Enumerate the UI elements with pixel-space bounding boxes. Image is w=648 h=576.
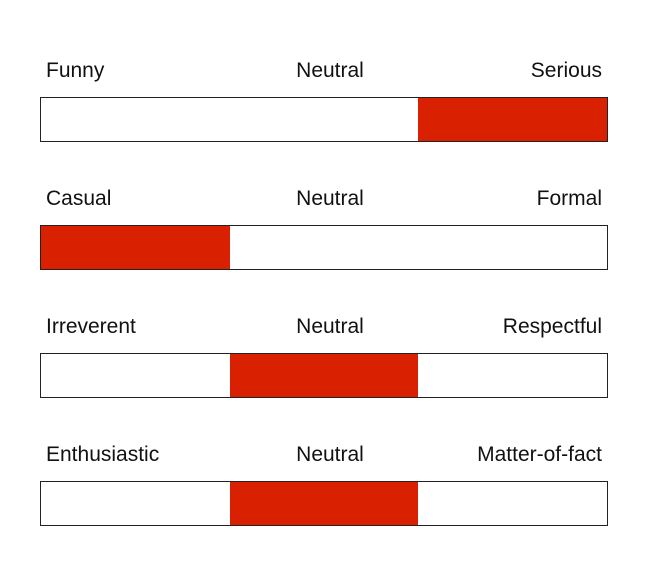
- tone-scale-funny-serious: Funny Neutral Serious: [40, 56, 608, 142]
- neutral-label: Neutral: [296, 315, 364, 338]
- right-label: Formal: [536, 187, 602, 210]
- scale-labels: Enthusiastic Neutral Matter-of-fact: [40, 440, 608, 470]
- neutral-label: Neutral: [296, 443, 364, 466]
- scale-labels: Funny Neutral Serious: [40, 56, 608, 86]
- right-label: Matter-of-fact: [477, 443, 602, 466]
- selected-segment: [229, 482, 419, 525]
- left-label: Irreverent: [46, 315, 136, 338]
- neutral-label: Neutral: [296, 187, 364, 210]
- left-label: Funny: [46, 59, 105, 82]
- selected-segment: [418, 98, 607, 141]
- scale-track: [40, 481, 608, 526]
- left-label: Casual: [46, 187, 112, 210]
- selected-segment: [229, 354, 419, 397]
- left-label: Enthusiastic: [46, 443, 160, 466]
- tone-scale-enthusiastic-matter-of-fact: Enthusiastic Neutral Matter-of-fact: [40, 440, 608, 526]
- neutral-label: Neutral: [296, 59, 364, 82]
- scale-track: [40, 353, 608, 398]
- scale-labels: Irreverent Neutral Respectful: [40, 312, 608, 342]
- right-label: Respectful: [502, 315, 602, 338]
- right-label: Serious: [530, 59, 602, 82]
- scale-labels: Casual Neutral Formal: [40, 184, 608, 214]
- selected-segment: [41, 226, 230, 269]
- scale-track: [40, 225, 608, 270]
- tone-scale-casual-formal: Casual Neutral Formal: [40, 184, 608, 270]
- scale-track: [40, 97, 608, 142]
- tone-scale-irreverent-respectful: Irreverent Neutral Respectful: [40, 312, 608, 398]
